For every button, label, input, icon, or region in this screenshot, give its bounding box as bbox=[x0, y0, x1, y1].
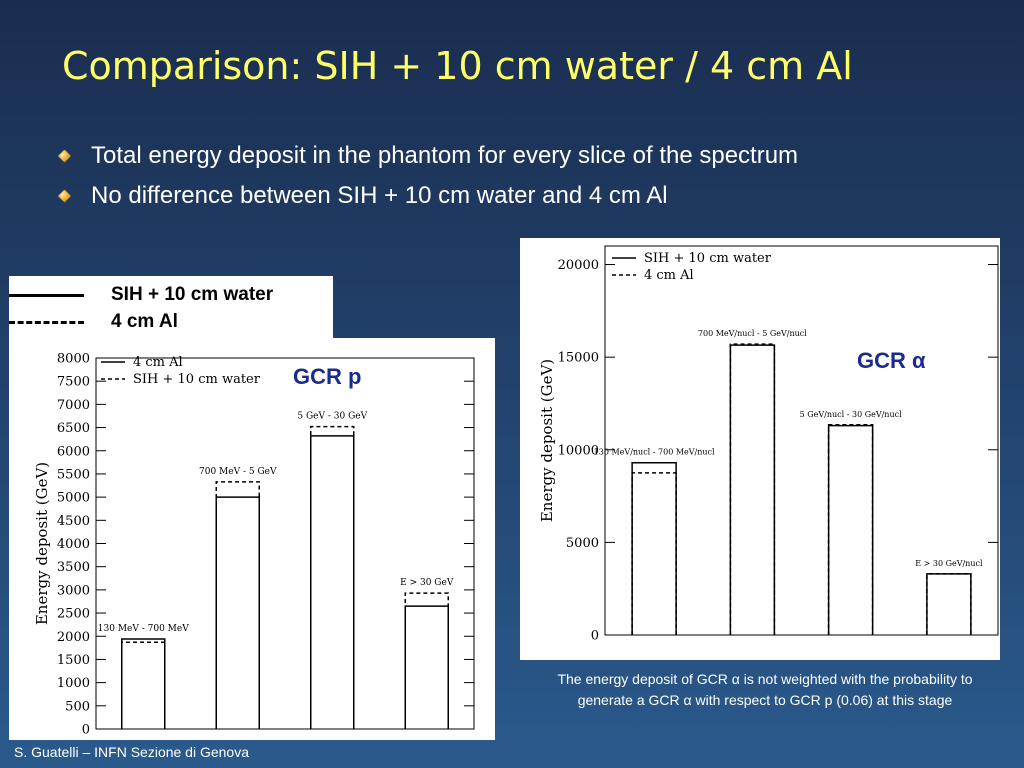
bar bbox=[926, 573, 972, 635]
y-tick-label: 3500 bbox=[57, 560, 90, 575]
y-axis-label: Energy deposit (GeV) bbox=[538, 359, 556, 522]
bar-category-label: 130 MeV/nucl - 700 MeV/nucl bbox=[594, 448, 715, 457]
y-tick-label: 10000 bbox=[558, 443, 599, 458]
y-tick-label: 6500 bbox=[57, 421, 90, 436]
y-tick-label: 5000 bbox=[57, 491, 90, 506]
bar-category-label: 5 GeV/nucl - 30 GeV/nucl bbox=[800, 410, 902, 419]
y-tick-label: 2500 bbox=[57, 607, 90, 622]
bullet-diamond-icon bbox=[58, 149, 71, 163]
legend-label: 4 cm Al bbox=[111, 311, 178, 332]
legend-label: SIH + 10 cm water bbox=[111, 284, 274, 305]
chart-gcr-p: 0 500 1000 1500 2000 2500 3000 3500 4000 4500 5000… bbox=[33, 352, 475, 738]
bar-category-label: E > 30 GeV bbox=[400, 578, 454, 588]
y-axis-label: Energy deposit (GeV) bbox=[33, 462, 51, 625]
chart-gcr-alpha: 0 5000 10000 15000 20000 Energy deposit (GeV)… bbox=[538, 245, 999, 644]
bar bbox=[215, 481, 260, 729]
y-tick-label: 6000 bbox=[57, 444, 90, 459]
y-tick-label: 0 bbox=[591, 629, 599, 644]
bullet-item: No difference between SIH + 10 cm water … bbox=[58, 176, 798, 216]
plot-frame bbox=[95, 357, 475, 730]
panel-label-gcr-alpha: GCR α bbox=[857, 348, 926, 373]
bar-category-label: E > 30 GeV/nucl bbox=[915, 559, 983, 568]
bar bbox=[121, 641, 166, 729]
y-tick-label: 15000 bbox=[558, 351, 599, 366]
y-tick-label: 7000 bbox=[57, 398, 90, 413]
panel-label-gcr-p: GCR p bbox=[293, 364, 362, 389]
y-tick-label: 4500 bbox=[57, 514, 90, 529]
solid-line-swatch bbox=[9, 293, 84, 297]
bar-category-label: 130 MeV - 700 MeV bbox=[98, 624, 189, 634]
legend-label: SIH + 10 cm water bbox=[133, 372, 261, 387]
bar bbox=[310, 435, 355, 729]
bar bbox=[729, 344, 776, 635]
y-tick-label: 1000 bbox=[57, 676, 90, 691]
legend-label: 4 cm Al bbox=[644, 268, 694, 283]
bar bbox=[404, 592, 449, 729]
bar bbox=[631, 472, 677, 635]
bullet-text: Total energy deposit in the phantom for … bbox=[91, 142, 799, 169]
legend-entry-dashed: 4 cm Al bbox=[9, 311, 178, 333]
legend-entry-solid: SIH + 10 cm water bbox=[9, 284, 273, 306]
bar bbox=[827, 424, 874, 635]
y-tick-label: 4000 bbox=[57, 537, 90, 552]
y-tick-label: 7500 bbox=[57, 375, 90, 390]
bar bbox=[631, 461, 677, 635]
y-tick-label: 2000 bbox=[57, 630, 90, 645]
y-tick-label: 5000 bbox=[566, 536, 599, 551]
bar-category-label: 700 MeV - 5 GeV bbox=[199, 467, 277, 477]
bar bbox=[121, 638, 166, 729]
y-tick-label: 8000 bbox=[57, 352, 90, 367]
bar-category-label: 700 MeV/nucl - 5 GeV/nucl bbox=[698, 329, 807, 338]
legend-label: SIH + 10 cm water bbox=[644, 251, 772, 266]
chart-panel-gcr-alpha: 0 5000 10000 15000 20000 Energy deposit (GeV)… bbox=[520, 238, 1000, 660]
bar bbox=[215, 496, 260, 729]
chart-panel-gcr-p: 0 500 1000 1500 2000 2500 3000 3500 4000 4500 5000… bbox=[9, 338, 495, 740]
bullet-diamond-icon bbox=[58, 189, 71, 203]
y-tick-label: 5500 bbox=[57, 467, 90, 482]
bar bbox=[729, 343, 776, 635]
y-tick-label: 500 bbox=[65, 699, 90, 714]
bullet-list: Total energy deposit in the phantom for … bbox=[58, 136, 798, 216]
footer-credit: S. Guatelli – INFN Sezione di Genova bbox=[14, 744, 250, 760]
plot-frame bbox=[604, 245, 999, 636]
bar bbox=[404, 605, 449, 729]
dashed-line-swatch bbox=[9, 320, 84, 324]
y-tick-label: 3000 bbox=[57, 583, 90, 598]
bullet-text: No difference between SIH + 10 cm water … bbox=[91, 182, 668, 209]
bar-category-label: 5 GeV - 30 GeV bbox=[297, 412, 367, 422]
bar bbox=[310, 425, 355, 729]
slide-title: Comparison: SIH + 10 cm water / 4 cm Al bbox=[62, 44, 853, 88]
y-tick-label: 1500 bbox=[57, 653, 90, 668]
caption-note: The energy deposit of GCR α is not weigh… bbox=[557, 671, 973, 708]
bullet-item: Total energy deposit in the phantom for … bbox=[58, 136, 798, 176]
legend-label: 4 cm Al bbox=[133, 355, 183, 370]
bar bbox=[926, 573, 972, 635]
y-tick-label: 20000 bbox=[558, 258, 599, 273]
y-tick-label: 0 bbox=[82, 723, 90, 738]
bar bbox=[827, 424, 874, 635]
shared-legend: SIH + 10 cm water 4 cm Al bbox=[9, 276, 333, 338]
